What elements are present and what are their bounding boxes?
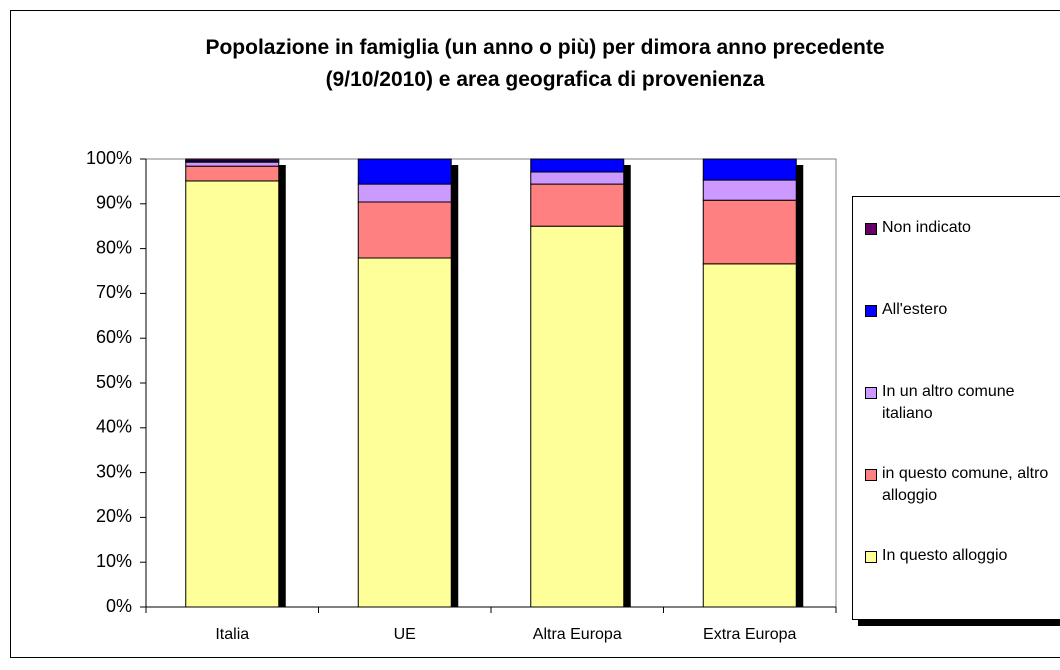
legend-label: Non indicato xyxy=(882,219,971,236)
bar-segment xyxy=(530,158,625,173)
legend-item: in questo comune, altro alloggio xyxy=(865,463,1060,545)
legend-swatch xyxy=(865,551,877,563)
x-tick-label: UE xyxy=(394,626,416,643)
legend-item: All'estero xyxy=(865,299,1060,381)
bar-segment xyxy=(185,158,280,162)
chart-title: Popolazione in famiglia (un anno o più) … xyxy=(205,36,885,91)
bar-segment xyxy=(530,225,625,608)
y-tick-label: 10% xyxy=(96,551,132,571)
y-tick-label: 0% xyxy=(106,596,132,616)
legend-item: In questo alloggio xyxy=(865,545,1060,627)
y-tick-label: 20% xyxy=(96,506,132,526)
x-tick-label: Extra Europa xyxy=(703,626,796,643)
y-tick-label: 100% xyxy=(86,148,132,168)
x-tick-label: Italia xyxy=(215,626,249,643)
legend-swatch xyxy=(865,469,877,481)
bar-segment xyxy=(357,183,452,203)
bar-segment xyxy=(357,158,452,185)
y-tick-label: 30% xyxy=(96,461,132,481)
bar-segment xyxy=(185,180,280,608)
bar-segment xyxy=(185,161,280,167)
bar-segment xyxy=(530,183,625,227)
y-tick-label: 50% xyxy=(96,372,132,392)
bar-segment xyxy=(185,165,280,182)
bar-segment xyxy=(357,201,452,259)
y-tick-label: 70% xyxy=(96,282,132,302)
legend-swatch xyxy=(865,223,877,235)
x-tick-label: Altra Europa xyxy=(533,626,622,643)
legend-item: In un altro comune italiano xyxy=(865,381,1060,463)
bar-segment xyxy=(357,257,452,608)
legend-label: In un altro comune italiano xyxy=(882,383,1015,422)
legend-label: in questo comune, altro alloggio xyxy=(882,465,1049,504)
bar-segment xyxy=(702,179,797,201)
legend-item: Non indicato xyxy=(865,217,1060,299)
legend-swatch xyxy=(865,387,877,399)
legend-label: All'estero xyxy=(882,301,948,318)
bar-segment xyxy=(702,199,797,265)
y-tick-label: 60% xyxy=(96,327,132,347)
chart-frame xyxy=(10,10,1060,658)
legend: Non indicato All'estero In un altro comune… xyxy=(852,196,1060,620)
y-tick-label: 90% xyxy=(96,193,132,213)
bar-segment xyxy=(702,263,797,608)
y-tick-label: 80% xyxy=(96,237,132,257)
y-tick-label: 40% xyxy=(96,417,132,437)
legend-swatch xyxy=(865,305,877,317)
bar-segment xyxy=(702,158,797,181)
legend-label: In questo alloggio xyxy=(882,547,1008,564)
bar-segment xyxy=(530,171,625,185)
